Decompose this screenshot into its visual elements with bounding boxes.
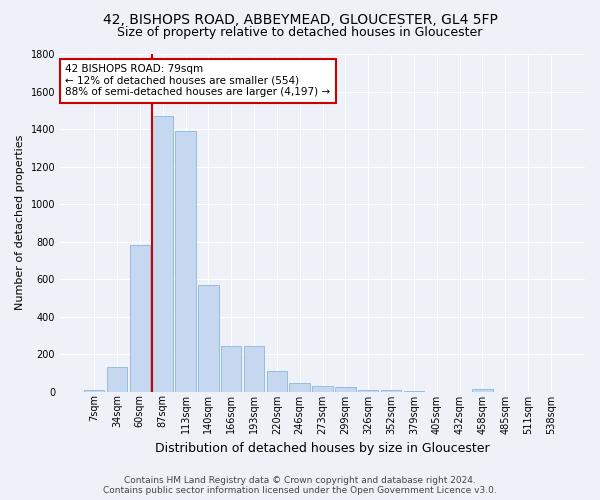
Bar [358, 390, 379, 392]
Text: 42 BISHOPS ROAD: 79sqm
← 12% of detached houses are smaller (554)
88% of semi-de: 42 BISHOPS ROAD: 79sqm ← 12% of detached… [65, 64, 331, 98]
Text: 42, BISHOPS ROAD, ABBEYMEAD, GLOUCESTER, GL4 5FP: 42, BISHOPS ROAD, ABBEYMEAD, GLOUCESTER,… [103, 12, 497, 26]
Bar [130, 246, 150, 392]
Bar [198, 284, 218, 392]
Text: Size of property relative to detached houses in Gloucester: Size of property relative to detached ho… [118, 26, 482, 39]
Y-axis label: Number of detached properties: Number of detached properties [15, 135, 25, 310]
Bar [472, 388, 493, 392]
Bar [266, 371, 287, 392]
Bar [221, 346, 241, 392]
Bar [404, 390, 424, 392]
Bar [312, 386, 333, 392]
Bar [175, 131, 196, 392]
Bar [84, 390, 104, 392]
Bar [335, 387, 356, 392]
X-axis label: Distribution of detached houses by size in Gloucester: Distribution of detached houses by size … [155, 442, 490, 455]
Bar [381, 390, 401, 392]
Text: Contains HM Land Registry data © Crown copyright and database right 2024.
Contai: Contains HM Land Registry data © Crown c… [103, 476, 497, 495]
Bar [289, 383, 310, 392]
Bar [107, 367, 127, 392]
Bar [152, 116, 173, 392]
Bar [244, 346, 264, 392]
